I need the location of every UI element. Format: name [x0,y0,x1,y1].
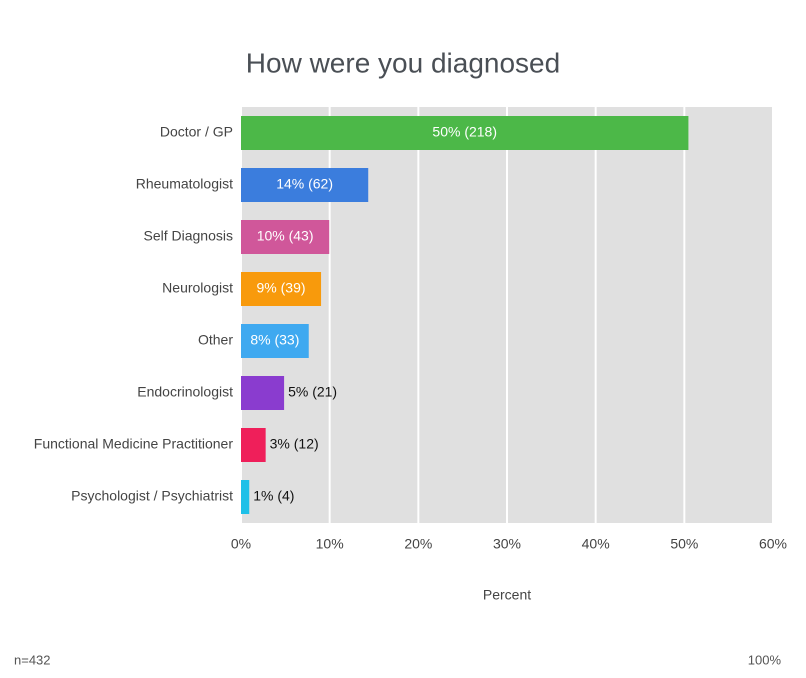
bar [241,376,285,410]
note: n=432 [14,652,51,667]
value-label: 14% (62) [276,176,333,192]
value-label: 50% (218) [432,124,497,140]
note: 100% [748,652,782,667]
y-tick-label: Endocrinologist [137,384,233,400]
bar [241,116,689,150]
x-tick-label: 50% [670,536,698,552]
value-label: 5% (21) [288,384,337,400]
x-tick-label: 10% [316,536,344,552]
x-tick-label: 0% [231,536,251,552]
y-tick-label: Neurologist [162,280,233,296]
bar [241,428,266,462]
value-label: 10% (43) [257,228,314,244]
chart-title: How were you diagnosed [246,47,560,78]
bar [241,220,330,254]
value-label: 3% (12) [270,436,319,452]
y-tick-label: Psychologist / Psychiatrist [71,488,233,504]
x-tick-label: 30% [493,536,521,552]
y-tick-label: Functional Medicine Practitioner [34,436,234,452]
y-tick-label: Rheumatologist [136,176,233,192]
bar [241,168,369,202]
y-tick-label: Doctor / GP [160,124,233,140]
value-label: 9% (39) [257,280,306,296]
bar [241,480,250,514]
value-label: 8% (33) [250,332,299,348]
x-tick-label: 60% [759,536,787,552]
x-tick-label: 20% [404,536,432,552]
y-tick-label: Self Diagnosis [144,228,234,244]
value-label: 1% (4) [253,488,294,504]
x-axis-label: Percent [483,587,531,603]
y-tick-label: Other [198,332,233,348]
x-tick-label: 40% [582,536,610,552]
bar [241,272,322,306]
bar [241,324,309,358]
